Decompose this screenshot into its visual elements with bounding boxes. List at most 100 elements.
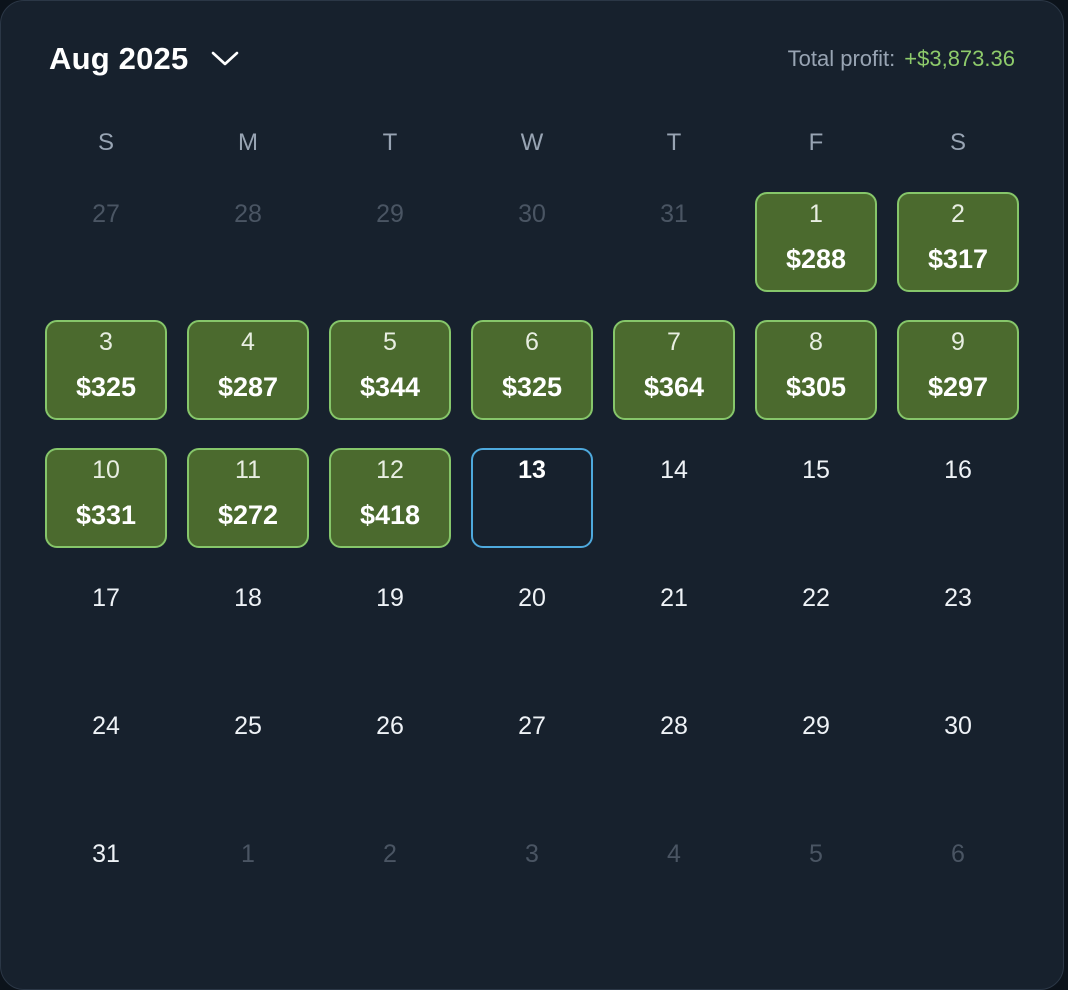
calendar-day[interactable]: 31 (45, 832, 167, 932)
month-label: Aug 2025 (49, 41, 189, 76)
month-selector[interactable]: Aug 2025 (49, 37, 240, 81)
calendar-day[interactable]: 1 $288 (755, 192, 877, 292)
calendar-day[interactable]: 22 (755, 576, 877, 676)
calendar-day[interactable]: 10 $331 (45, 448, 167, 548)
day-profit-amount: $418 (359, 500, 421, 530)
day-profit-amount: $344 (359, 372, 421, 402)
day-number: 17 (92, 584, 120, 612)
day-profit-amount: $288 (785, 244, 847, 274)
calendar-grid: 27 28 29 30 31 1 $288 2 $317 3 $325 4 $287 5 $344 6 $325… (35, 192, 1031, 932)
calendar-day[interactable]: 28 (613, 704, 735, 804)
day-number: 13 (518, 456, 546, 484)
weekday-label: S (97, 129, 114, 156)
day-number: 3 (525, 840, 539, 868)
day-number: 16 (944, 456, 972, 484)
chevron-down-icon[interactable] (210, 44, 240, 74)
calendar-day: 30 (471, 192, 593, 292)
calendar-day[interactable]: 6 $325 (471, 320, 593, 420)
calendar-day[interactable]: 29 (755, 704, 877, 804)
day-number: 4 (241, 328, 255, 356)
calendar-day[interactable]: 25 (187, 704, 309, 804)
weekday-label: M (238, 129, 258, 156)
total-profit-value: +$3,873.36 (904, 46, 1015, 71)
calendar-day-today[interactable]: 13 (471, 448, 593, 548)
day-number: 12 (376, 456, 404, 484)
calendar-day: 29 (329, 192, 451, 292)
day-number: 23 (944, 584, 972, 612)
calendar-day[interactable]: 9 $297 (897, 320, 1019, 420)
calendar-day: 2 (329, 832, 451, 932)
calendar-day[interactable]: 17 (45, 576, 167, 676)
weekday-label: S (949, 129, 966, 156)
total-profit-label: Total profit: (787, 46, 896, 71)
day-profit-amount: $272 (217, 500, 279, 530)
calendar-day: 28 (187, 192, 309, 292)
day-number: 26 (376, 712, 404, 740)
day-number: 14 (660, 456, 688, 484)
day-number: 5 (383, 328, 397, 356)
calendar-day[interactable]: 16 (897, 448, 1019, 548)
calendar-day[interactable]: 4 $287 (187, 320, 309, 420)
day-number: 22 (802, 584, 830, 612)
calendar-day[interactable]: 24 (45, 704, 167, 804)
day-number: 24 (92, 712, 120, 740)
calendar-header: Aug 2025 Total profit: +$3,873.36 (49, 37, 1015, 81)
day-number: 15 (802, 456, 830, 484)
day-number: 21 (660, 584, 688, 612)
day-number: 29 (802, 712, 830, 740)
calendar-day[interactable]: 19 (329, 576, 451, 676)
weekday-label: F (808, 129, 824, 156)
day-number: 1 (809, 200, 823, 228)
calendar-day: 6 (897, 832, 1019, 932)
total-profit: Total profit: +$3,873.36 (788, 37, 1015, 81)
day-number: 11 (235, 456, 261, 484)
calendar-day[interactable]: 18 (187, 576, 309, 676)
calendar-day[interactable]: 15 (755, 448, 877, 548)
calendar-day[interactable]: 11 $272 (187, 448, 309, 548)
day-number: 18 (234, 584, 262, 612)
weekday-label: T (382, 129, 398, 156)
calendar-day[interactable]: 30 (897, 704, 1019, 804)
day-number: 1 (241, 840, 255, 868)
calendar-day[interactable]: 5 $344 (329, 320, 451, 420)
day-number: 31 (92, 840, 120, 868)
day-number: 28 (234, 200, 262, 228)
calendar-day[interactable]: 27 (471, 704, 593, 804)
day-number: 8 (809, 328, 823, 356)
calendar-day[interactable]: 12 $418 (329, 448, 451, 548)
day-number: 2 (951, 200, 965, 228)
day-number: 30 (944, 712, 972, 740)
day-number: 10 (92, 456, 120, 484)
calendar-day: 4 (613, 832, 735, 932)
calendar-day[interactable]: 8 $305 (755, 320, 877, 420)
calendar-day[interactable]: 2 $317 (897, 192, 1019, 292)
calendar-day[interactable]: 21 (613, 576, 735, 676)
calendar-day[interactable]: 26 (329, 704, 451, 804)
day-number: 3 (99, 328, 113, 356)
day-number: 4 (667, 840, 681, 868)
day-number: 30 (518, 200, 546, 228)
calendar-day: 27 (45, 192, 167, 292)
day-number: 6 (951, 840, 965, 868)
calendar-day: 31 (613, 192, 735, 292)
day-number: 19 (376, 584, 404, 612)
day-profit-amount: $287 (217, 372, 279, 402)
calendar-day[interactable]: 20 (471, 576, 593, 676)
day-profit-amount: $325 (501, 372, 563, 402)
day-profit-amount: $325 (75, 372, 137, 402)
day-profit-amount: $331 (75, 500, 137, 530)
calendar-day: 3 (471, 832, 593, 932)
calendar-day: 5 (755, 832, 877, 932)
weekday-label: W (520, 129, 544, 156)
calendar-day[interactable]: 23 (897, 576, 1019, 676)
weekday-label: T (666, 129, 682, 156)
calendar-day[interactable]: 14 (613, 448, 735, 548)
calendar-day[interactable]: 3 $325 (45, 320, 167, 420)
day-profit-amount: $297 (927, 372, 989, 402)
day-number: 27 (518, 712, 546, 740)
day-number: 27 (92, 200, 120, 228)
day-number: 31 (660, 200, 688, 228)
calendar-day[interactable]: 7 $364 (613, 320, 735, 420)
